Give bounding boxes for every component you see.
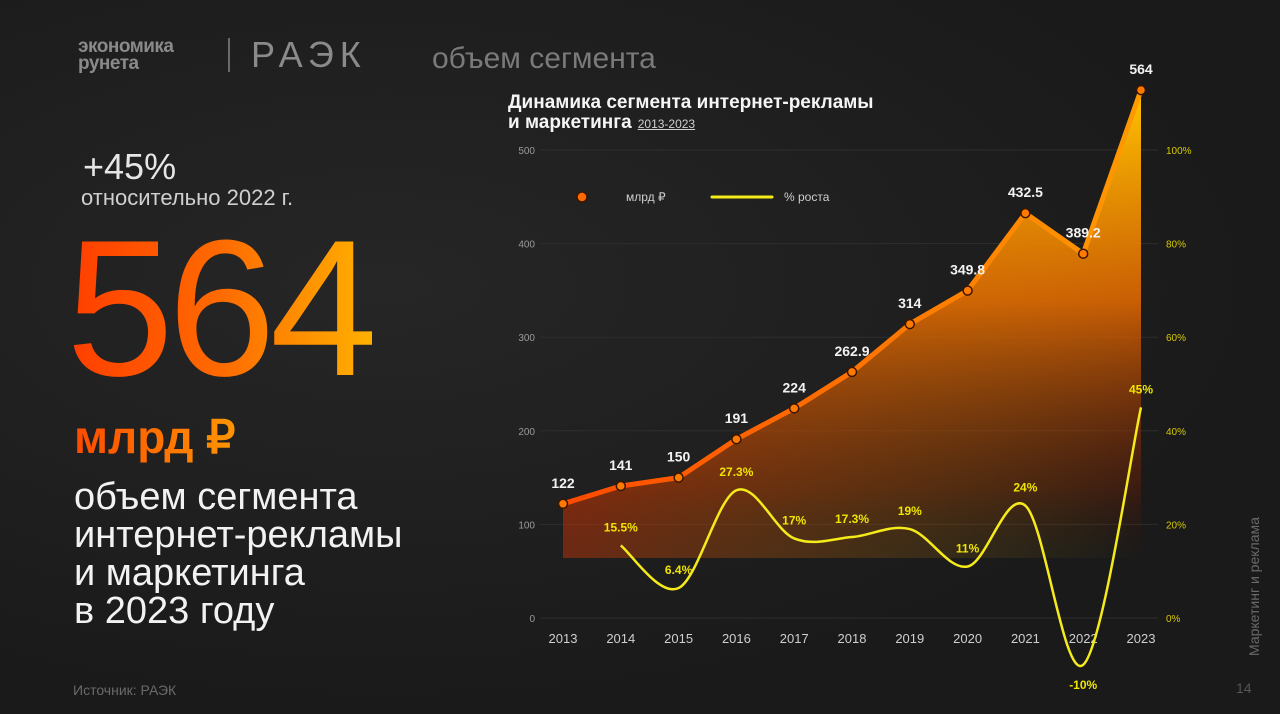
y2-tick-label: 20% (1166, 520, 1186, 531)
chart-title: Динамика сегмента интернет-рекламы и мар… (508, 93, 874, 134)
volume-data-label: 150 (667, 449, 691, 465)
chart-title-years: 2013-2023 (637, 117, 696, 131)
volume-data-label: 389.2 (1066, 225, 1101, 241)
y2-tick-label: 80% (1166, 240, 1186, 251)
x-tick-label: 2013 (549, 631, 578, 646)
y-tick-label: 500 (518, 146, 535, 157)
x-tick-label: 2020 (953, 631, 982, 646)
growth-note: относительно 2022 г. (81, 185, 294, 210)
volume-point (1020, 207, 1031, 219)
volume-point (846, 366, 858, 378)
growth-data-label: 17% (782, 513, 806, 527)
x-tick-label: 2022 (1069, 631, 1098, 646)
volume-data-label: 349.8 (950, 262, 985, 278)
y-tick-label: 400 (518, 240, 535, 251)
desc-line: в 2023 году (74, 590, 275, 632)
x-tick-label: 2019 (895, 631, 924, 646)
volume-point (904, 318, 916, 330)
legend-marker-volume (576, 191, 588, 203)
desc-line: интернет-рекламы (74, 514, 403, 556)
brand-logo: экономика рунета (78, 36, 174, 74)
growth-data-label: 27.3% (719, 465, 753, 479)
growth-data-label: 11% (956, 542, 980, 556)
growth-data-label: -10% (1069, 678, 1097, 692)
growth-data-label: 17.3% (835, 512, 869, 526)
y2-tick-label: 40% (1166, 427, 1186, 438)
volume-area-tint (563, 90, 1141, 558)
desc-line: и маркетинга (74, 552, 305, 594)
y2-tick-label: 60% (1166, 333, 1186, 344)
y-tick-label: 200 (518, 427, 535, 438)
volume-data-label: 191 (725, 410, 749, 426)
y-tick-label: 0 (529, 614, 535, 625)
volume-point (673, 472, 684, 483)
volume-point (615, 480, 627, 492)
desc-line: объем сегмента (74, 476, 358, 518)
volume-point (788, 403, 800, 414)
volume-data-label: 122 (551, 475, 575, 491)
growth-data-label: 15.5% (604, 520, 638, 534)
y2-tick-label: 100% (1166, 146, 1192, 157)
growth-percent: +45% (83, 146, 177, 187)
volume-data-label: 564 (1129, 61, 1153, 77)
growth-line (619, 407, 1143, 668)
volume-data-label: 432.5 (1008, 184, 1043, 200)
legend-label-growth: % роста (784, 190, 830, 204)
x-tick-label: 2015 (664, 631, 693, 646)
volume-data-label: 314 (898, 295, 922, 311)
side-label-text: Маркетинг и реклама (1246, 517, 1262, 656)
brand-line1: экономика (78, 36, 174, 57)
page-number: 14 (1236, 680, 1252, 696)
volume-data-label: 224 (783, 379, 807, 395)
growth-data-label: 24% (1013, 481, 1037, 495)
volume-point (557, 498, 569, 510)
x-tick-label: 2014 (606, 631, 635, 646)
volume-data-label: 141 (609, 457, 633, 473)
section-title: объем сегмента (432, 42, 656, 75)
volume-point (731, 433, 742, 445)
x-tick-label: 2021 (1011, 631, 1040, 646)
x-tick-label: 2018 (838, 631, 867, 646)
volume-data-label: 262.9 (834, 343, 869, 359)
y2-tick-label: 0% (1166, 614, 1181, 625)
x-tick-label: 2016 (722, 631, 751, 646)
growth-data-label: 45% (1129, 382, 1153, 396)
x-tick-label: 2023 (1127, 631, 1156, 646)
side-label: Маркетинг и реклама (1246, 488, 1266, 656)
x-tick-label: 2017 (780, 631, 809, 646)
chart-title-line1: Динамика сегмента интернет-рекламы (508, 92, 874, 113)
y-tick-label: 300 (518, 333, 535, 344)
growth-data-label: 6.4% (665, 563, 693, 577)
legend-label-volume: млрд ₽ (626, 190, 666, 204)
volume-point (962, 285, 973, 296)
volume-point (1077, 248, 1089, 259)
source-note: Источник: РАЭК (73, 682, 177, 698)
headline-description: объем сегмента интернет-рекламы и маркет… (74, 478, 494, 630)
headline-value: 564 (66, 200, 378, 417)
y-tick-label: 100 (518, 520, 535, 531)
volume-point (1135, 84, 1147, 96)
header-divider (228, 38, 230, 72)
headline-unit: млрд ₽ (74, 411, 236, 463)
growth-data-label: 19% (898, 504, 922, 518)
chart-title-line2: и маркетинга (508, 112, 632, 133)
org-logo: РАЭК (251, 34, 367, 75)
brand-line2: рунета (78, 53, 139, 74)
